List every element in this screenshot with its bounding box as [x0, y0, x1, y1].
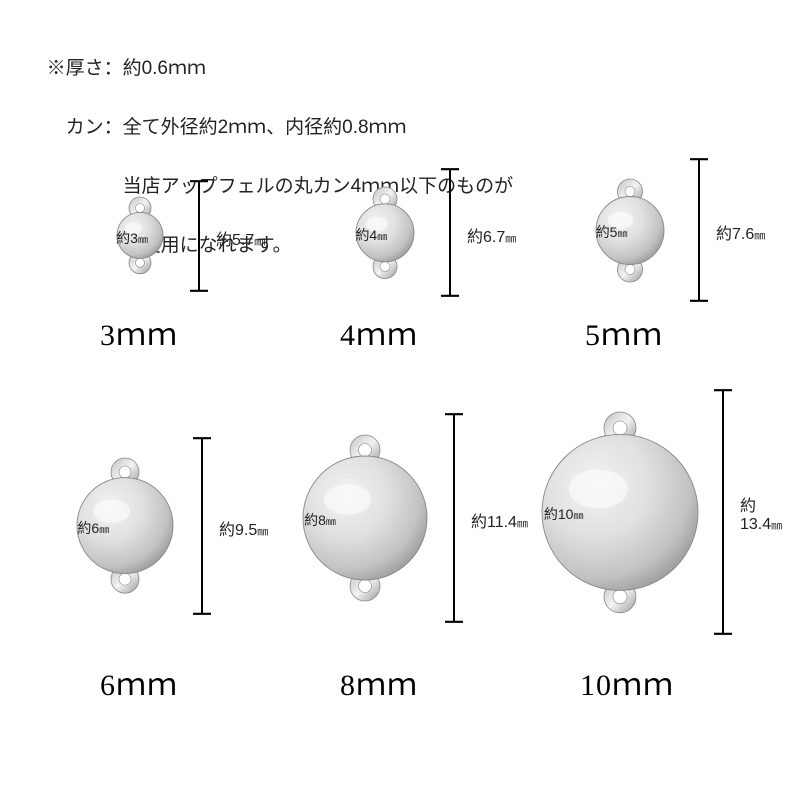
size-label: 6ｍｍ: [100, 660, 178, 704]
inner-diameter-label: 約4㎜: [355, 225, 387, 245]
height-bracket: [191, 437, 213, 620]
size-label: 4ｍｍ: [340, 310, 418, 354]
header-line2: カン：全て外径約2ｍｍ、内径約0.8ｍｍ: [47, 117, 407, 138]
overall-height-label: 約11.4㎜: [471, 508, 528, 532]
overall-height-label: 約13.4㎜: [740, 492, 782, 534]
size-label: 8ｍｍ: [340, 660, 418, 704]
overall-height-label: 約6.7㎜: [467, 223, 516, 247]
height-bracket: [712, 389, 734, 640]
header-line1: ※厚さ：約0.6ｍｍ: [47, 58, 206, 79]
overall-height-label: 約5.7㎜: [216, 226, 265, 250]
overall-height-label: 約9.5㎜: [219, 516, 268, 540]
inner-diameter-label: 約6㎜: [77, 518, 109, 538]
size-label: 3ｍｍ: [100, 310, 178, 354]
height-bracket: [439, 168, 461, 302]
height-bracket: [688, 158, 710, 307]
height-bracket: [188, 180, 210, 297]
height-bracket: [443, 413, 465, 628]
size-label: 10ｍｍ: [580, 660, 674, 704]
inner-diameter-label: 約10㎜: [544, 504, 584, 524]
inner-diameter-label: 約3㎜: [116, 228, 148, 248]
overall-height-label: 約7.6㎜: [716, 220, 765, 244]
inner-diameter-label: 約8㎜: [304, 510, 336, 530]
size-label: 5ｍｍ: [585, 310, 663, 354]
inner-diameter-label: 約5㎜: [596, 222, 628, 242]
